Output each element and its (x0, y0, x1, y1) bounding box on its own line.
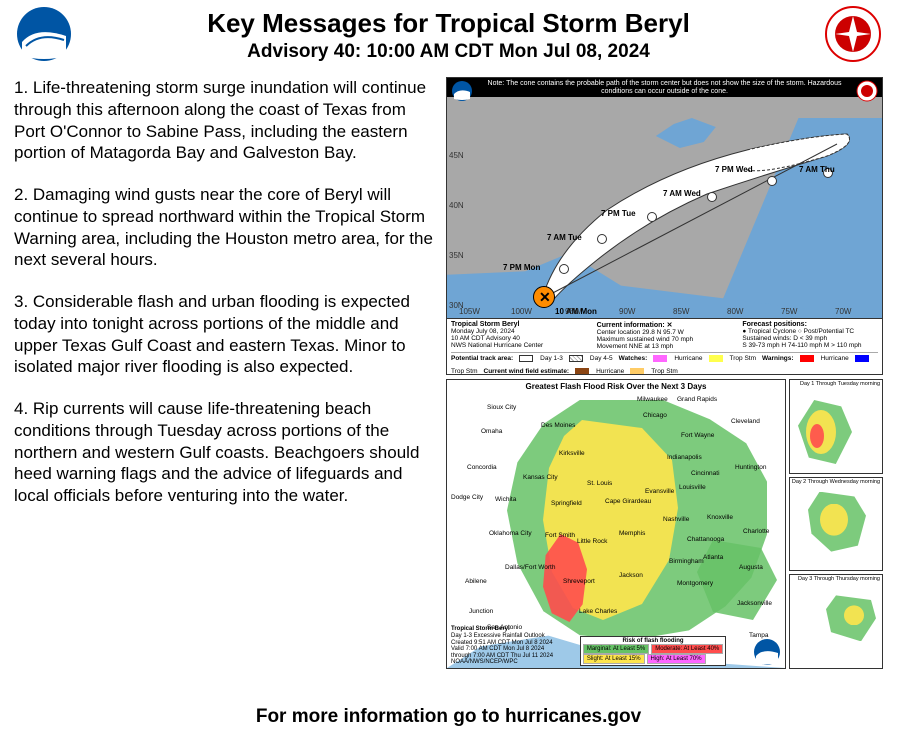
message-3: 3. Considerable flash and urban flooding… (14, 291, 434, 378)
city-label: Cincinnati (691, 470, 720, 477)
cone-info-panel: Tropical Storm Beryl Monday July 08, 202… (447, 318, 882, 374)
storm-x-icon: ✕ (539, 289, 551, 306)
city-label: Charlotte (743, 528, 769, 535)
city-label: Dodge City (451, 494, 483, 501)
city-label: Concordia (467, 464, 497, 471)
flood-risk-legend-box: Risk of flash flooding Marginal: At Leas… (580, 636, 726, 666)
message-4: 4. Rip currents will cause life-threaten… (14, 398, 434, 507)
flood-risk-wrap: Greatest Flash Flood Risk Over the Next … (446, 379, 883, 669)
lat-label: 40N (449, 201, 464, 210)
city-label: Louisville (679, 484, 706, 491)
track-dot (597, 234, 607, 244)
flood-main-map: Greatest Flash Flood Risk Over the Next … (446, 379, 786, 669)
city-label: Grand Rapids (677, 396, 717, 403)
city-label: St. Louis (587, 480, 612, 487)
forecast-pos-col: Forecast positions: ● Tropical Cyclone ○… (742, 321, 878, 350)
current-info-col: Current information: ✕ Center location 2… (597, 321, 733, 350)
city-label: Des Moines (541, 422, 575, 429)
flood-day1-map: Day 1 Through Tuesday morning (789, 379, 883, 474)
cone-track-svg (447, 100, 882, 320)
flood-day2-map: Day 2 Through Wednesday morning (789, 477, 883, 572)
flood-title: Greatest Flash Flood Risk Over the Next … (447, 382, 785, 391)
time-label: 7 AM Tue (547, 233, 582, 242)
cone-disclaimer: Note: The cone contains the probable pat… (447, 78, 882, 97)
track-dot (767, 176, 777, 186)
track-dot (647, 212, 657, 222)
city-label: Chattanooga (687, 536, 724, 543)
city-label: Kirksville (559, 450, 585, 457)
lon-label: 70W (835, 307, 851, 316)
flood-day3-map: Day 3 Through Thursday morning (789, 574, 883, 669)
flood-legend: Tropical Storm Beryl Day 1-3 Excessive R… (451, 628, 781, 666)
city-label: Milwaukee (637, 396, 668, 403)
city-label: Cape Girardeau (605, 498, 651, 505)
lon-label: 100W (511, 307, 532, 316)
city-label: Fort Smith (545, 532, 575, 539)
header: Key Messages for Tropical Storm Beryl Ad… (0, 0, 897, 67)
city-label: Nashville (663, 516, 689, 523)
city-label: Augusta (739, 564, 763, 571)
city-label: Omaha (481, 428, 502, 435)
city-label: Jacksonville (737, 600, 772, 607)
noaa-small-icon (753, 638, 781, 666)
track-dot (707, 192, 717, 202)
time-label: 7 AM Thu (799, 165, 835, 174)
city-label: Jackson (619, 572, 643, 579)
forecast-cone-map: Note: The cone contains the probable pat… (446, 77, 883, 375)
city-label: Lake Charles (579, 608, 617, 615)
track-dot (559, 264, 569, 274)
flood-daily-panels: Day 1 Through Tuesday morning Day 2 Thro… (789, 379, 883, 669)
message-2: 2. Damaging wind gusts near the core of … (14, 184, 434, 271)
time-label: 7 PM Mon (503, 263, 540, 272)
time-label: 7 AM Wed (663, 189, 701, 198)
city-label: Montgomery (677, 580, 713, 587)
city-label: Indianapolis (667, 454, 702, 461)
city-label: Junction (469, 608, 493, 615)
time-label: 7 PM Tue (601, 209, 636, 218)
city-label: Kansas City (523, 474, 558, 481)
content-row: 1. Life-threatening storm surge inundati… (0, 67, 897, 669)
lon-label: 90W (619, 307, 635, 316)
lon-label: 85W (673, 307, 689, 316)
city-label: Abilene (465, 578, 487, 585)
flood-legend-meta: Tropical Storm Beryl Day 1-3 Excessive R… (451, 626, 553, 666)
lon-label: 75W (781, 307, 797, 316)
lon-label: 95W (565, 307, 581, 316)
city-label: Evansville (645, 488, 674, 495)
lon-label: 105W (459, 307, 480, 316)
page-title: Key Messages for Tropical Storm Beryl (0, 8, 897, 39)
key-messages: 1. Life-threatening storm surge inundati… (14, 77, 434, 669)
city-label: Dallas/Fort Worth (505, 564, 555, 571)
noaa-mini-icon (451, 80, 473, 102)
lat-label: 35N (449, 251, 464, 260)
storm-id-col: Tropical Storm Beryl Monday July 08, 202… (451, 321, 587, 350)
message-1: 1. Life-threatening storm surge inundati… (14, 77, 434, 164)
time-label: 7 PM Wed (715, 165, 753, 174)
lat-label: 45N (449, 151, 464, 160)
city-label: Fort Wayne (681, 432, 714, 439)
noaa-logo-icon (16, 6, 72, 62)
city-label: Birmingham (669, 558, 704, 565)
advisory-subtitle: Advisory 40: 10:00 AM CDT Mon Jul 08, 20… (0, 41, 897, 63)
lon-label: 80W (727, 307, 743, 316)
city-label: Knoxville (707, 514, 733, 521)
nws-logo-icon (825, 6, 881, 62)
city-label: Huntington (735, 464, 766, 471)
city-label: Oklahoma City (489, 530, 532, 537)
city-label: Chicago (643, 412, 667, 419)
city-label: Atlanta (703, 554, 723, 561)
city-label: Shreveport (563, 578, 595, 585)
city-label: Cleveland (731, 418, 760, 425)
city-label: Sioux City (487, 404, 516, 411)
maps-column: Note: The cone contains the probable pat… (446, 77, 883, 669)
city-label: Memphis (619, 530, 645, 537)
city-label: Little Rock (577, 538, 607, 545)
nws-mini-icon (856, 80, 878, 102)
city-label: Springfield (551, 500, 582, 507)
footer-link-text: For more information go to hurricanes.go… (0, 706, 897, 728)
cone-legend-row: Potential track area: Day 1-3 Day 4-5 Wa… (451, 355, 878, 375)
city-label: Wichita (495, 496, 516, 503)
